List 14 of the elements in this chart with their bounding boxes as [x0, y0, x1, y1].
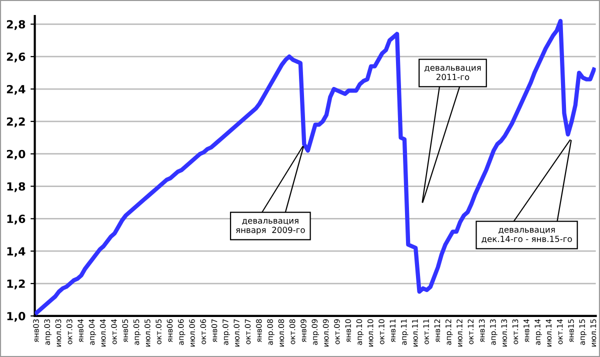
- y-tick-label: 1,8: [7, 182, 26, 192]
- y-tick-label: 2,8: [6, 20, 26, 30]
- y-tick-label: 1,2: [7, 280, 25, 290]
- annotation: девальвация дек.14-го - янв.15-го: [482, 228, 572, 244]
- annotation: девальвация 2011-го: [424, 66, 481, 80]
- line-series: [34, 18, 596, 315]
- y-tick-label: 2,2: [6, 117, 25, 128]
- y-tick-label: 2,6: [6, 52, 26, 62]
- y-tick-label: 1,6: [7, 214, 26, 224]
- annotation: девальвация января 2009-го: [236, 218, 305, 235]
- y-tick-label: 2,0: [6, 150, 26, 160]
- y-tick-label: 1,4: [7, 247, 26, 257]
- y-tick-label: 1,0: [7, 312, 26, 322]
- y-tick-label: 2,4: [6, 84, 26, 95]
